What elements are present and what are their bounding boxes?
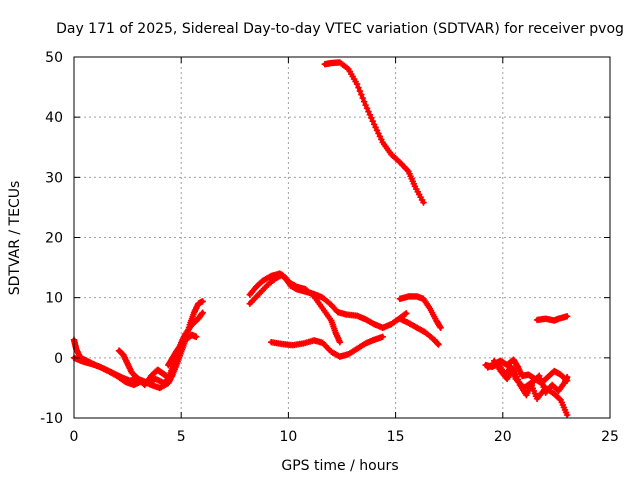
- data-point-marker: [356, 87, 364, 95]
- data-point-marker: [162, 372, 170, 380]
- data-point-marker: [379, 333, 386, 340]
- data-point-marker: [420, 199, 427, 206]
- axis-ticks: 0 5 10 15 20 25 -10 0 10 20 30 40 50: [40, 50, 619, 445]
- y-tick-label: 50: [45, 50, 63, 66]
- y-tick-label: 20: [45, 231, 63, 247]
- data-point-marker: [358, 91, 365, 98]
- data-point-marker: [563, 377, 571, 384]
- x-tick-label: 0: [70, 429, 79, 445]
- data-point-marker: [353, 80, 361, 88]
- x-tick-label: 20: [494, 429, 512, 445]
- series-group: [70, 59, 571, 419]
- series-seg-c: [70, 298, 206, 392]
- y-tick-label: -10: [40, 411, 63, 427]
- x-tick-label: 25: [601, 429, 619, 445]
- series-seg-j: [396, 315, 442, 348]
- chart-title: Day 171 of 2025, Sidereal Day-to-day VTE…: [56, 21, 624, 37]
- x-tick-label: 15: [387, 429, 405, 445]
- data-point-marker: [402, 310, 409, 318]
- data-point-marker: [563, 411, 571, 419]
- y-axis-label: SDTVAR / TECUs: [7, 181, 23, 296]
- data-point-marker: [368, 114, 375, 122]
- data-point-marker: [437, 324, 444, 331]
- series-seg-i: [396, 293, 444, 331]
- data-point-marker: [359, 94, 366, 102]
- data-point-marker: [562, 376, 570, 383]
- data-point-marker: [199, 309, 206, 316]
- x-axis-label: GPS time / hours: [281, 458, 398, 474]
- x-tick-label: 10: [279, 429, 297, 445]
- series-seg-n: [533, 313, 571, 324]
- data-point-marker: [363, 105, 371, 112]
- series-seg-d: [165, 331, 200, 369]
- data-point-marker: [193, 333, 200, 340]
- y-tick-label: 30: [45, 170, 63, 186]
- grid: [74, 57, 610, 418]
- data-point-marker: [435, 341, 442, 348]
- x-tick-label: 5: [177, 429, 186, 445]
- data-point-marker: [403, 310, 410, 317]
- data-point-marker: [199, 298, 206, 305]
- data-point-marker: [362, 101, 369, 109]
- data-point-marker: [365, 108, 372, 115]
- data-point-marker: [355, 84, 362, 91]
- y-tick-label: 10: [45, 291, 63, 307]
- series-seg-h: [321, 59, 427, 206]
- series-line: [322, 60, 426, 205]
- y-tick-label: 0: [54, 351, 63, 367]
- data-point-marker: [336, 338, 344, 346]
- y-tick-label: 40: [45, 110, 63, 126]
- series-seg-g: [268, 333, 386, 360]
- data-point-marker: [369, 117, 376, 125]
- data-point-marker: [563, 313, 571, 320]
- data-point-marker: [366, 111, 374, 118]
- series-seg-m: [484, 356, 571, 387]
- data-point-marker: [556, 395, 563, 403]
- data-point-marker: [360, 98, 368, 105]
- series-seg-f: [246, 271, 344, 346]
